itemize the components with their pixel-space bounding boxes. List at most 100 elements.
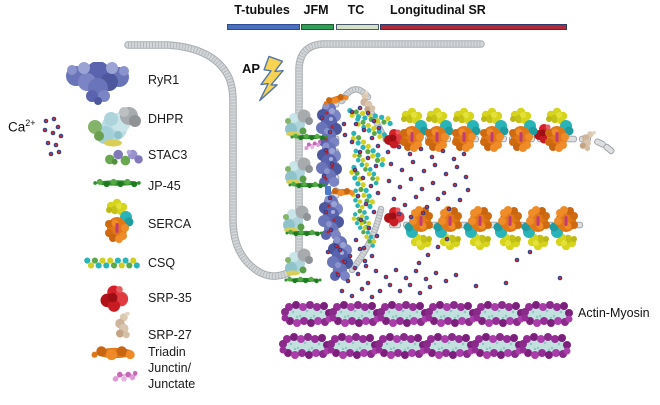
calcium-ion: [503, 280, 509, 286]
accessory-proteins: [302, 90, 597, 227]
legend-item-jp45: JP-45: [148, 179, 181, 193]
srp35-protein: [534, 124, 555, 144]
calcium-ion: [58, 133, 64, 139]
calcium-ion: [377, 288, 383, 294]
actin-myosin-segment: [377, 301, 429, 327]
t-tubules-bar-label: T-tubules: [234, 3, 290, 17]
sr-membrane-dash: [453, 135, 465, 143]
sr-membrane-dash: [332, 239, 340, 251]
ryr1-channel: [316, 102, 342, 147]
longitudinal-sr-bar-label: Longitudinal SR: [390, 3, 486, 17]
calcium-ion: [355, 193, 361, 199]
jfm-color-bar: [301, 24, 334, 30]
srp27-protein: [356, 90, 377, 115]
junctin-junctate-protein: [302, 139, 323, 151]
serca-pump: [521, 206, 550, 251]
serca-pump: [425, 107, 454, 152]
serca-pump: [452, 107, 481, 152]
tc-bar-label: TC: [347, 3, 365, 17]
sr-membrane-dash: [389, 221, 401, 229]
actin-myosin-segment: [281, 301, 333, 327]
calcium-ion: [446, 206, 452, 212]
sr-membrane-dash: [501, 221, 513, 229]
junctin-junctate-structure-icon: [112, 370, 139, 383]
jfm-bar-label: JFM: [303, 3, 329, 17]
t-tubules-color-bar: [227, 24, 300, 30]
calcium-ion: [51, 116, 57, 122]
calcium-ion: [337, 247, 343, 253]
calcium-ion: [421, 168, 427, 174]
sr-membrane-dash: [602, 142, 616, 156]
calcium-ion: [557, 275, 563, 281]
sr-membrane-dash: [332, 200, 340, 212]
csq-polymers: [345, 107, 396, 249]
sr-membrane-dash: [332, 213, 340, 225]
calcium-ion: [355, 271, 361, 277]
srp35-protein: [384, 207, 405, 227]
calcium-ion: [335, 272, 341, 278]
calcium-ion: [527, 249, 533, 255]
calcium-ion: [444, 236, 450, 242]
legend-item-srp27: SRP-27: [148, 328, 192, 342]
calcium-ion: [345, 278, 351, 284]
calcium-ion: [362, 258, 368, 264]
serca-pumps-top-row: [400, 107, 574, 152]
serca-pump: [463, 206, 492, 251]
calcium-ion: [465, 187, 471, 193]
calcium-ion: [418, 146, 424, 152]
calcium-ion: [357, 246, 363, 252]
longitudinal-sr-top-membrane: [383, 135, 616, 156]
calcium-ion: [347, 253, 353, 259]
sr-membrane-dash: [332, 148, 340, 160]
calcium-ion: [393, 267, 399, 273]
serca-pumps-bottom-row: [404, 206, 578, 251]
calcium-ion: [386, 178, 392, 184]
sr-membrane-dash: [495, 135, 507, 143]
stac3-structure-icon: [105, 149, 143, 166]
actin-myosin-segment: [473, 301, 525, 327]
calcium-ion: [443, 171, 449, 177]
calcium-ion: [363, 201, 369, 207]
calcium-ion: [327, 195, 333, 201]
calcium-ion: [463, 174, 469, 180]
sr-membrane-dash: [332, 187, 340, 199]
srp27-structure-icon: [115, 312, 130, 339]
calcium-ion: [375, 190, 381, 196]
calcium-ion: [452, 182, 458, 188]
sr-membrane-dash: [593, 137, 607, 149]
calcium-ion: [369, 294, 375, 300]
sr-membrane-dash: [481, 135, 493, 143]
calcium-ion: [383, 274, 389, 280]
sr-membrane-dash: [445, 221, 457, 229]
calcium-ion: [430, 180, 436, 186]
calcium-ion: [56, 149, 62, 155]
calcium-ion: [403, 275, 409, 281]
actin-myosin-segment: [521, 301, 573, 327]
legend-item-serca: SERCA: [148, 217, 192, 231]
calcium-ion: [420, 210, 426, 216]
serca-pump: [545, 107, 574, 152]
calcium-ion: [440, 148, 446, 154]
sr-membrane-dash: [487, 221, 499, 229]
serca-pump: [493, 206, 522, 251]
calcium-ion: [419, 186, 425, 192]
calcium-ion: [368, 183, 374, 189]
calcium-ion: [369, 253, 375, 259]
csq-polymer: [346, 163, 378, 211]
sr-membrane-dash: [332, 174, 340, 186]
actin-myosin-segment: [279, 333, 331, 359]
calcium-ion: [387, 282, 393, 288]
calcium-ion: [342, 259, 348, 265]
legend-item-stac3: STAC3: [148, 148, 188, 162]
dhpr-complex: [283, 205, 311, 233]
csq-polymer: [347, 129, 389, 169]
calcium-ion: [397, 184, 403, 190]
sr-membrane-dash: [467, 135, 479, 143]
actin-myosin-segment: [327, 333, 379, 359]
sr-membrane-dash: [332, 122, 340, 134]
serca-pump: [400, 107, 429, 152]
csq-polymer: [349, 187, 373, 231]
calcium-ion: [365, 155, 371, 161]
calcium-ion: [357, 149, 363, 155]
legend-item-ryr1: RyR1: [148, 73, 180, 87]
